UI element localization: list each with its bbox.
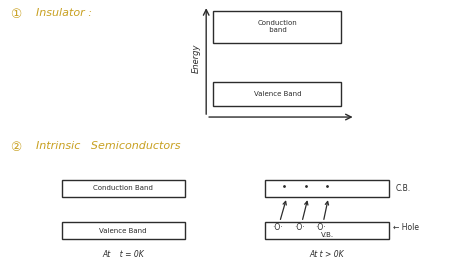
Bar (62, 222, 185, 239)
Text: Valence Band: Valence Band (254, 92, 301, 97)
Text: Conduction
 band: Conduction band (257, 20, 297, 33)
Text: Energy: Energy (192, 44, 201, 73)
Bar (213, 82, 341, 106)
Text: C.B.: C.B. (396, 184, 411, 193)
Text: ·O·: ·O· (272, 223, 283, 232)
Bar (62, 180, 185, 197)
Bar (265, 180, 389, 197)
Text: Insulator :: Insulator : (36, 8, 91, 18)
Bar (213, 11, 341, 43)
Text: Intrinsic   Semiconductors: Intrinsic Semiconductors (36, 141, 180, 151)
Text: Conduction Band: Conduction Band (93, 185, 153, 191)
Text: At    t = 0K: At t = 0K (102, 250, 144, 259)
Text: ·O·: ·O· (294, 223, 305, 232)
Text: ②: ② (10, 141, 22, 154)
Text: At t > 0K: At t > 0K (310, 250, 345, 259)
Text: Valence Band: Valence Band (100, 228, 147, 234)
Bar (265, 222, 389, 239)
Text: ← Hole: ← Hole (393, 223, 419, 232)
Text: V.B.: V.B. (320, 232, 334, 238)
Text: ·O·: ·O· (316, 223, 326, 232)
Text: ①: ① (10, 8, 22, 21)
